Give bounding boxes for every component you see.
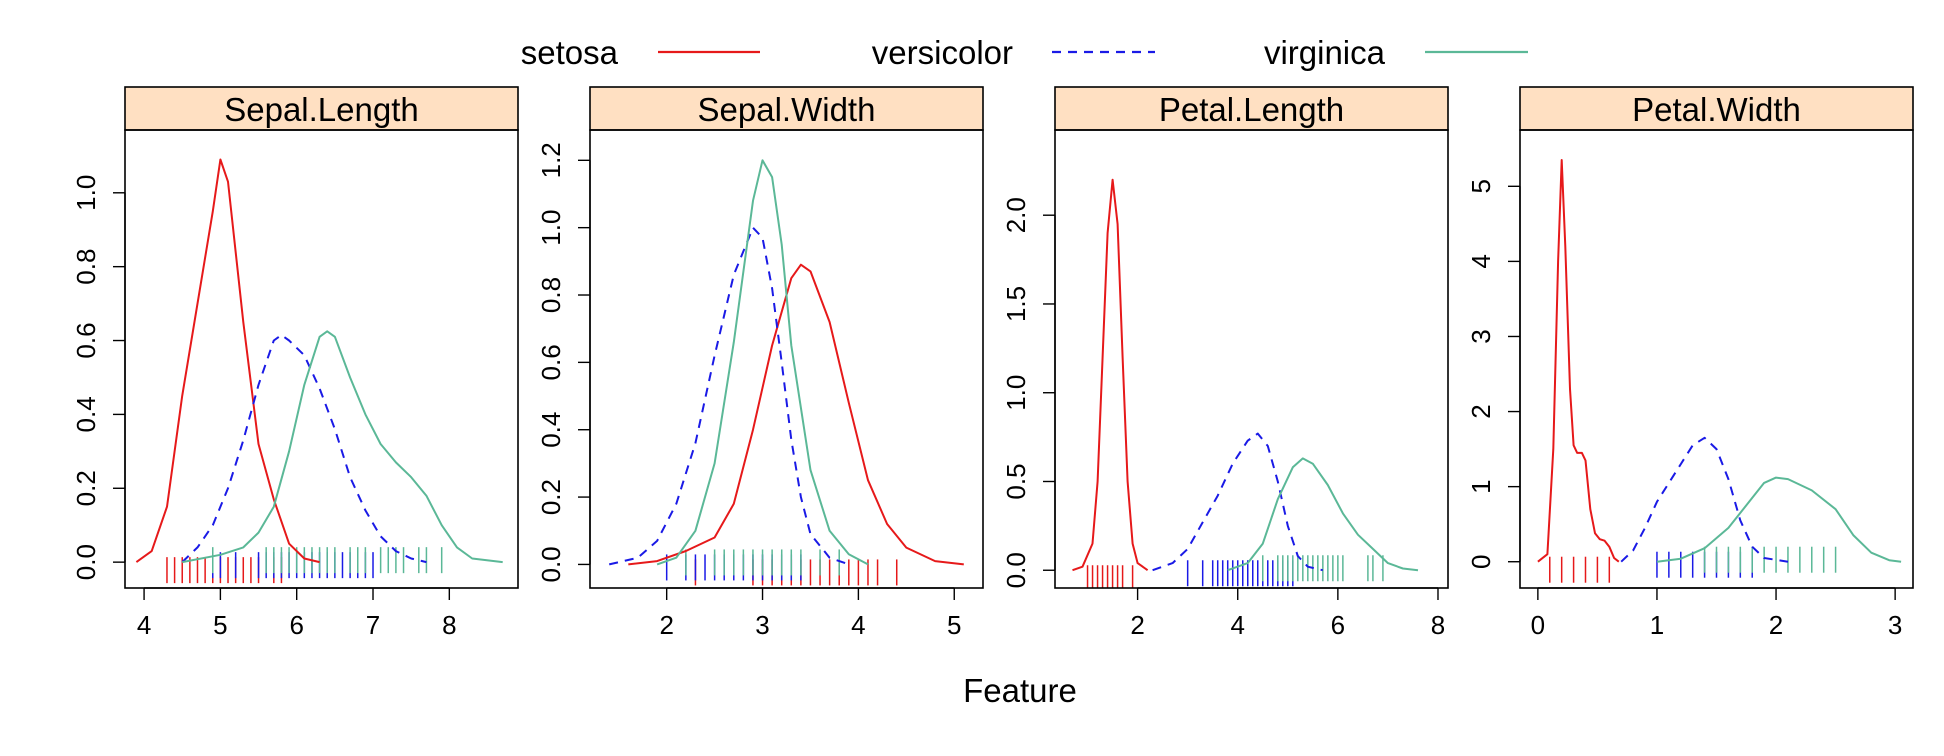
panel-strip [124,86,519,131]
y-tick-label: 0.2 [71,470,101,506]
x-tick-label: 8 [442,610,456,640]
density-line-setosa [1537,159,1620,563]
x-tick-label: 4 [1230,610,1244,640]
legend-label-versicolor: versicolor [872,34,1013,71]
plot-area [608,159,964,586]
x-tick-label: 2 [659,610,673,640]
legend-label-setosa: setosa [521,34,619,71]
y-tick-label: 4 [1466,254,1496,268]
panel-border [124,129,519,589]
density-line-setosa [135,158,320,564]
density-line-versicolor [608,226,850,566]
panel-Sepal.Width: Sepal.Width 2 3 4 5 0.0 0.2 0.4 0.6 0.8 1.0 1.2 [536,86,984,640]
y-tick-label: 0.8 [536,277,566,313]
y-tick-label: 1.0 [536,210,566,246]
panel-Sepal.Length: Sepal.Length 4 5 6 7 8 0.0 0.2 0.4 0.6 0.8 1.0 [71,86,519,640]
panel-title: Petal.Width [1632,91,1801,128]
y-tick-label: 1.0 [71,175,101,211]
y-tick-label: 0.6 [71,322,101,358]
y-tick-label: 1.5 [1001,286,1031,322]
y-tick-label: 0.6 [536,344,566,380]
y-tick-label: 5 [1466,179,1496,193]
x-tick-label: 5 [947,610,961,640]
density-line-versicolor [1152,432,1324,572]
x-tick-label: 2 [1769,610,1783,640]
x-tick-label: 3 [755,610,769,640]
y-tick-label: 1.2 [536,142,566,178]
panel-strip [589,86,984,131]
panel-border [589,129,984,589]
y-tick-label: 2 [1466,404,1496,418]
y-tick-label: 3 [1466,329,1496,343]
panel-title: Sepal.Width [698,91,876,128]
x-tick-label: 2 [1130,610,1144,640]
panel-title: Sepal.Length [224,91,419,128]
y-tick-label: 0.0 [536,546,566,582]
density-line-setosa [628,263,964,566]
density-line-virginica [656,159,869,566]
x-tick-label: 1 [1650,610,1664,640]
y-tick-label: 0.0 [71,544,101,580]
y-tick-label: 0.0 [1001,552,1031,588]
panel-Petal.Length: Petal.Length 2 4 6 8 0.0 0.5 1.0 1.5 2.0 [1001,86,1449,640]
legend-label-virginica: virginica [1264,34,1386,71]
x-tick-label: 4 [137,610,151,640]
x-tick-label: 8 [1431,610,1445,640]
panel-title: Petal.Length [1159,91,1344,128]
panel-border [1519,129,1914,589]
y-tick-label: 0.2 [536,479,566,515]
density-line-versicolor [1620,436,1789,563]
plot-area [1072,178,1419,588]
panel-strip [1519,86,1914,131]
density-line-virginica [1656,476,1902,563]
plot-area [1537,159,1902,583]
y-tick-label: 0.4 [536,412,566,448]
y-tick-label: 1.0 [1001,375,1031,411]
x-tick-label: 0 [1531,610,1545,640]
legend: setosa versicolor virginica [521,34,1528,71]
y-tick-label: 0.4 [71,396,101,432]
x-tick-label: 5 [213,610,227,640]
x-tick-label: 4 [851,610,865,640]
y-tick-label: 0.8 [71,249,101,285]
panel-Petal.Width: Petal.Width 0 1 2 3 0 1 2 3 4 5 [1466,86,1914,640]
plot-area [135,158,503,584]
density-line-versicolor [181,334,427,564]
x-axis-title: Feature [963,672,1077,709]
x-tick-label: 7 [366,610,380,640]
x-tick-label: 3 [1888,610,1902,640]
y-tick-label: 2.0 [1001,197,1031,233]
y-tick-label: 0 [1466,554,1496,568]
density-line-virginica [1227,457,1419,572]
density-line-virginica [182,330,503,564]
x-tick-label: 6 [289,610,303,640]
y-tick-label: 0.5 [1001,463,1031,499]
y-tick-label: 1 [1466,479,1496,493]
density-line-setosa [1072,178,1149,572]
x-tick-label: 6 [1331,610,1345,640]
